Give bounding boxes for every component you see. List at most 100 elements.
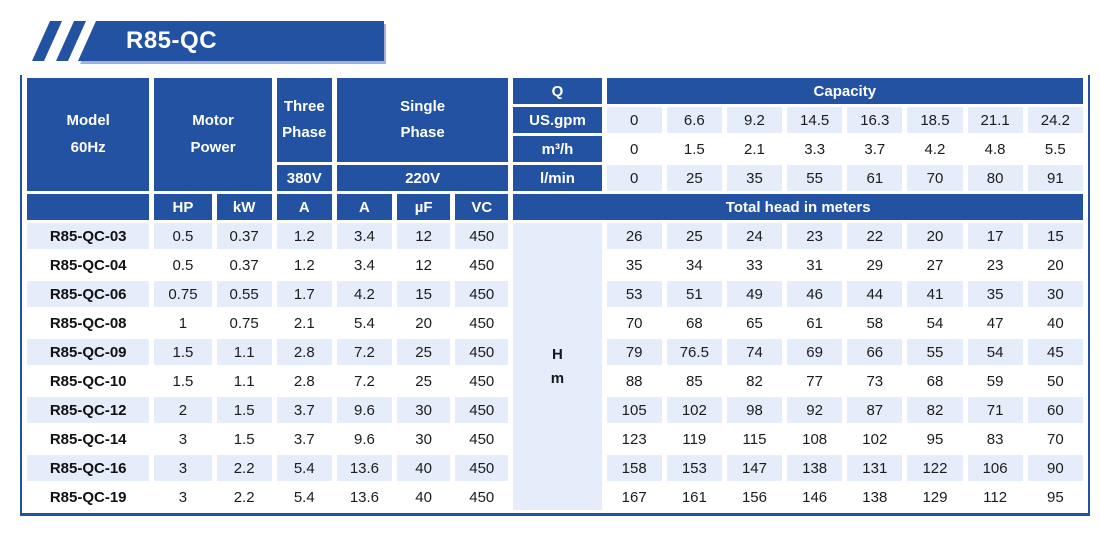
head-value: 158 [606, 455, 662, 481]
head-value: 71 [967, 397, 1023, 423]
motor-value: 1.5 [216, 397, 272, 423]
head-value: 55 [907, 339, 963, 365]
head-value: 20 [907, 223, 963, 249]
header-row-usgpm: US.gpm 0 6.6 9.2 14.5 16.3 18.5 21.1 24.… [27, 107, 1083, 133]
head-value: 46 [787, 281, 843, 307]
head-value: 30 [1027, 281, 1083, 307]
head-value: 68 [907, 368, 963, 394]
capacity-value: 4.2 [907, 136, 963, 162]
head-value: 102 [666, 397, 722, 423]
motor-value: 9.6 [336, 426, 393, 452]
head-value: 51 [666, 281, 722, 307]
head-value: 73 [847, 368, 903, 394]
motor-value: 12 [397, 252, 451, 278]
total-head-header: Total head in meters [513, 194, 1083, 220]
amp-380v-header: A [276, 194, 332, 220]
head-value: 156 [726, 484, 783, 510]
motor-value: 2.2 [216, 484, 272, 510]
motor-value: 1.1 [216, 368, 272, 394]
head-value: 41 [907, 281, 963, 307]
head-value: 123 [606, 426, 662, 452]
head-value: 87 [847, 397, 903, 423]
motor-value: 0.5 [154, 223, 212, 249]
head-value: 147 [726, 455, 783, 481]
head-value: 88 [606, 368, 662, 394]
capacity-value: 24.2 [1027, 107, 1083, 133]
motor-value: 25 [397, 368, 451, 394]
motor-value: 3.4 [336, 252, 393, 278]
motor-value: 30 [397, 397, 451, 423]
empty-corner-cell [27, 194, 150, 220]
spec-table-wrapper: Model 60Hz Motor Power Three Phase Singl… [20, 75, 1090, 516]
head-value: 131 [847, 455, 903, 481]
three-phase-header: Three Phase [276, 78, 332, 162]
head-value: 45 [1027, 339, 1083, 365]
table-row: R85-QC-14 3 1.5 3.7 9.6 30 450 123 119 115 108 102 9… [27, 426, 1083, 452]
head-value: 66 [847, 339, 903, 365]
head-value: 74 [726, 339, 783, 365]
three-phase-line1: Three [283, 97, 325, 115]
model-name: R85-QC-19 [27, 484, 150, 510]
head-value: 83 [967, 426, 1023, 452]
capacity-value: 4.8 [967, 136, 1023, 162]
capacity-value: 80 [967, 165, 1023, 191]
capacity-value: 9.2 [726, 107, 783, 133]
model-name: R85-QC-09 [27, 339, 150, 365]
motor-value: 1.5 [154, 368, 212, 394]
head-value: 115 [726, 426, 783, 452]
page-title: R85-QC [126, 27, 218, 54]
motor-value: 2.8 [276, 368, 332, 394]
table-row: R85-QC-12 2 1.5 3.7 9.6 30 450 105 102 98 92 87 82 71… [27, 397, 1083, 423]
capacity-value: 91 [1027, 165, 1083, 191]
head-value: 31 [787, 252, 843, 278]
head-unit-line: m [550, 369, 565, 387]
head-value: 60 [1027, 397, 1083, 423]
head-value: 70 [606, 310, 662, 336]
head-value: 146 [787, 484, 843, 510]
model-header-line1: Model [66, 112, 110, 130]
capacity-value: 70 [907, 165, 963, 191]
capacity-value: 3.7 [847, 136, 903, 162]
capacity-value: 6.6 [666, 107, 722, 133]
capacity-value: 1.5 [666, 136, 722, 162]
motor-value: 5.4 [336, 310, 393, 336]
head-value: 129 [907, 484, 963, 510]
motor-value: 0.75 [216, 310, 272, 336]
motor-value: 1.2 [276, 223, 332, 249]
amp-220v-header: A [336, 194, 393, 220]
head-value: 15 [1027, 223, 1083, 249]
head-value: 24 [726, 223, 783, 249]
table-row: R85-QC-06 0.75 0.55 1.7 4.2 15 450 53 51 49 46 44 41… [27, 281, 1083, 307]
head-value: 138 [787, 455, 843, 481]
head-value: 105 [606, 397, 662, 423]
motor-value: 5.4 [276, 484, 332, 510]
model-header-line2: 60Hz [70, 138, 106, 156]
hp-header: HP [154, 194, 212, 220]
header-row-m3h: m³/h 0 1.5 2.1 3.3 3.7 4.2 4.8 5.5 [27, 136, 1083, 162]
capacity-value: 21.1 [967, 107, 1023, 133]
motor-value: 450 [455, 397, 509, 423]
motor-value: 2.2 [216, 455, 272, 481]
single-phase-line1: Single [400, 97, 446, 115]
q-header: Q [513, 78, 602, 104]
uf-header: µF [397, 194, 451, 220]
banner-body: R85-QC [78, 21, 384, 61]
motor-value: 7.2 [336, 368, 393, 394]
head-value: 161 [666, 484, 722, 510]
unit-m3h-header: m³/h [513, 136, 602, 162]
head-value: 102 [847, 426, 903, 452]
motor-value: 0.5 [154, 252, 212, 278]
head-value: 47 [967, 310, 1023, 336]
head-value: 167 [606, 484, 662, 510]
banner-stripe-icon [32, 21, 62, 61]
capacity-value: 35 [726, 165, 783, 191]
head-value: 138 [847, 484, 903, 510]
head-value: 76.5 [666, 339, 722, 365]
unit-usgpm-header: US.gpm [513, 107, 602, 133]
head-value: 29 [847, 252, 903, 278]
motor-value: 7.2 [336, 339, 393, 365]
capacity-value: 0 [606, 165, 662, 191]
head-value: 44 [847, 281, 903, 307]
three-phase-line2: Phase [282, 124, 327, 141]
